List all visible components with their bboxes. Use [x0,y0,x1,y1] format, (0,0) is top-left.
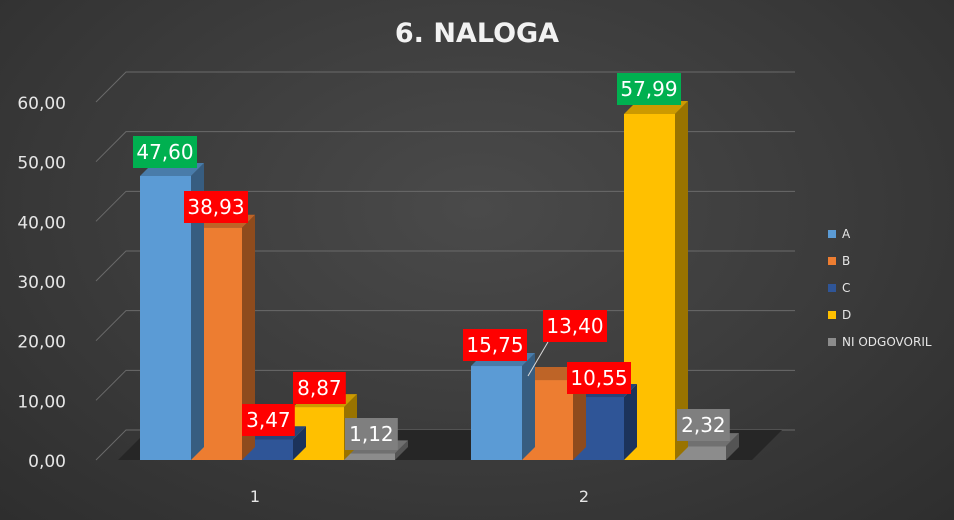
data-label-d-cat-1: 8,87 [293,372,346,404]
x-tick-label: 1 [250,487,260,506]
data-label-ni-odgovoril-cat-2: 2,32 [677,409,730,441]
bar-d-cat-2 [624,100,688,461]
legend-swatch [828,337,836,346]
data-label-d-cat-2: 57,99 [617,73,681,105]
data-label-ni-odgovoril-cat-1: 1,12 [345,418,398,450]
data-label-c-cat-1: 3,47 [242,404,295,436]
svg-text:3,47: 3,47 [246,408,291,432]
svg-text:13,40: 13,40 [546,314,603,338]
legend-label: B [842,253,851,268]
y-tick-label: 20,00 [17,333,66,353]
y-tick-label: 0,00 [28,452,66,472]
x-tick-label: 2 [579,487,589,506]
legend-swatch [828,229,836,238]
y-tick-label: 50,00 [17,154,66,174]
y-tick-label: 40,00 [17,213,66,233]
data-label-a-cat-1: 47,60 [133,136,197,168]
legend-item: A [828,220,932,247]
svg-text:38,93: 38,93 [187,195,244,219]
svg-text:15,75: 15,75 [466,333,523,357]
gridline [95,71,795,103]
legend-item: C [828,274,932,301]
data-label-a-cat-2: 15,75 [463,329,527,361]
svg-text:2,32: 2,32 [681,413,726,437]
svg-text:10,55: 10,55 [570,366,627,390]
legend-label: C [842,280,851,295]
legend-item: D [828,301,932,328]
y-tick-label: 10,00 [17,392,66,412]
svg-text:1,12: 1,12 [349,422,394,446]
bar-a-cat-2 [471,353,535,460]
legend-item: NI ODGOVORIL [828,328,932,355]
data-label-b-cat-2: 13,40 [543,310,607,342]
svg-text:57,99: 57,99 [620,77,677,101]
legend-item: B [828,247,932,274]
y-tick-label: 60,00 [17,94,66,114]
legend-label: A [842,226,851,241]
svg-text:47,60: 47,60 [136,140,193,164]
legend-swatch [828,256,836,265]
chart-title: 6. NALOGA [395,18,559,49]
leader-line [527,341,549,377]
svg-text:8,87: 8,87 [297,376,342,400]
data-label-c-cat-2: 10,55 [567,362,631,394]
legend: A B C D NI ODGOVORIL [828,220,932,355]
y-tick-label: 30,00 [17,273,66,293]
data-label-b-cat-1: 38,93 [184,191,248,223]
legend-swatch [828,310,836,319]
gridline [95,250,795,282]
gridline [95,190,795,222]
legend-label: D [842,307,852,322]
legend-swatch [828,283,836,292]
gridline [95,131,795,163]
legend-label: NI ODGOVORIL [842,334,932,349]
